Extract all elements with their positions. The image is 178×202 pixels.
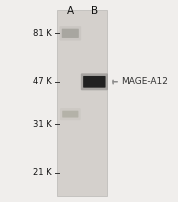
- FancyBboxPatch shape: [59, 26, 81, 41]
- Text: 21 K: 21 K: [33, 168, 52, 177]
- FancyBboxPatch shape: [83, 76, 106, 88]
- FancyBboxPatch shape: [62, 29, 79, 38]
- Text: B: B: [91, 6, 98, 16]
- Text: 47 K: 47 K: [33, 77, 52, 86]
- FancyBboxPatch shape: [81, 73, 108, 90]
- Text: 81 K: 81 K: [33, 29, 52, 38]
- Text: 31 K: 31 K: [33, 120, 52, 129]
- FancyBboxPatch shape: [62, 111, 78, 118]
- Text: A: A: [67, 6, 74, 16]
- Text: MAGE-A12: MAGE-A12: [121, 77, 168, 86]
- Bar: [57, 10, 107, 196]
- FancyBboxPatch shape: [60, 108, 81, 120]
